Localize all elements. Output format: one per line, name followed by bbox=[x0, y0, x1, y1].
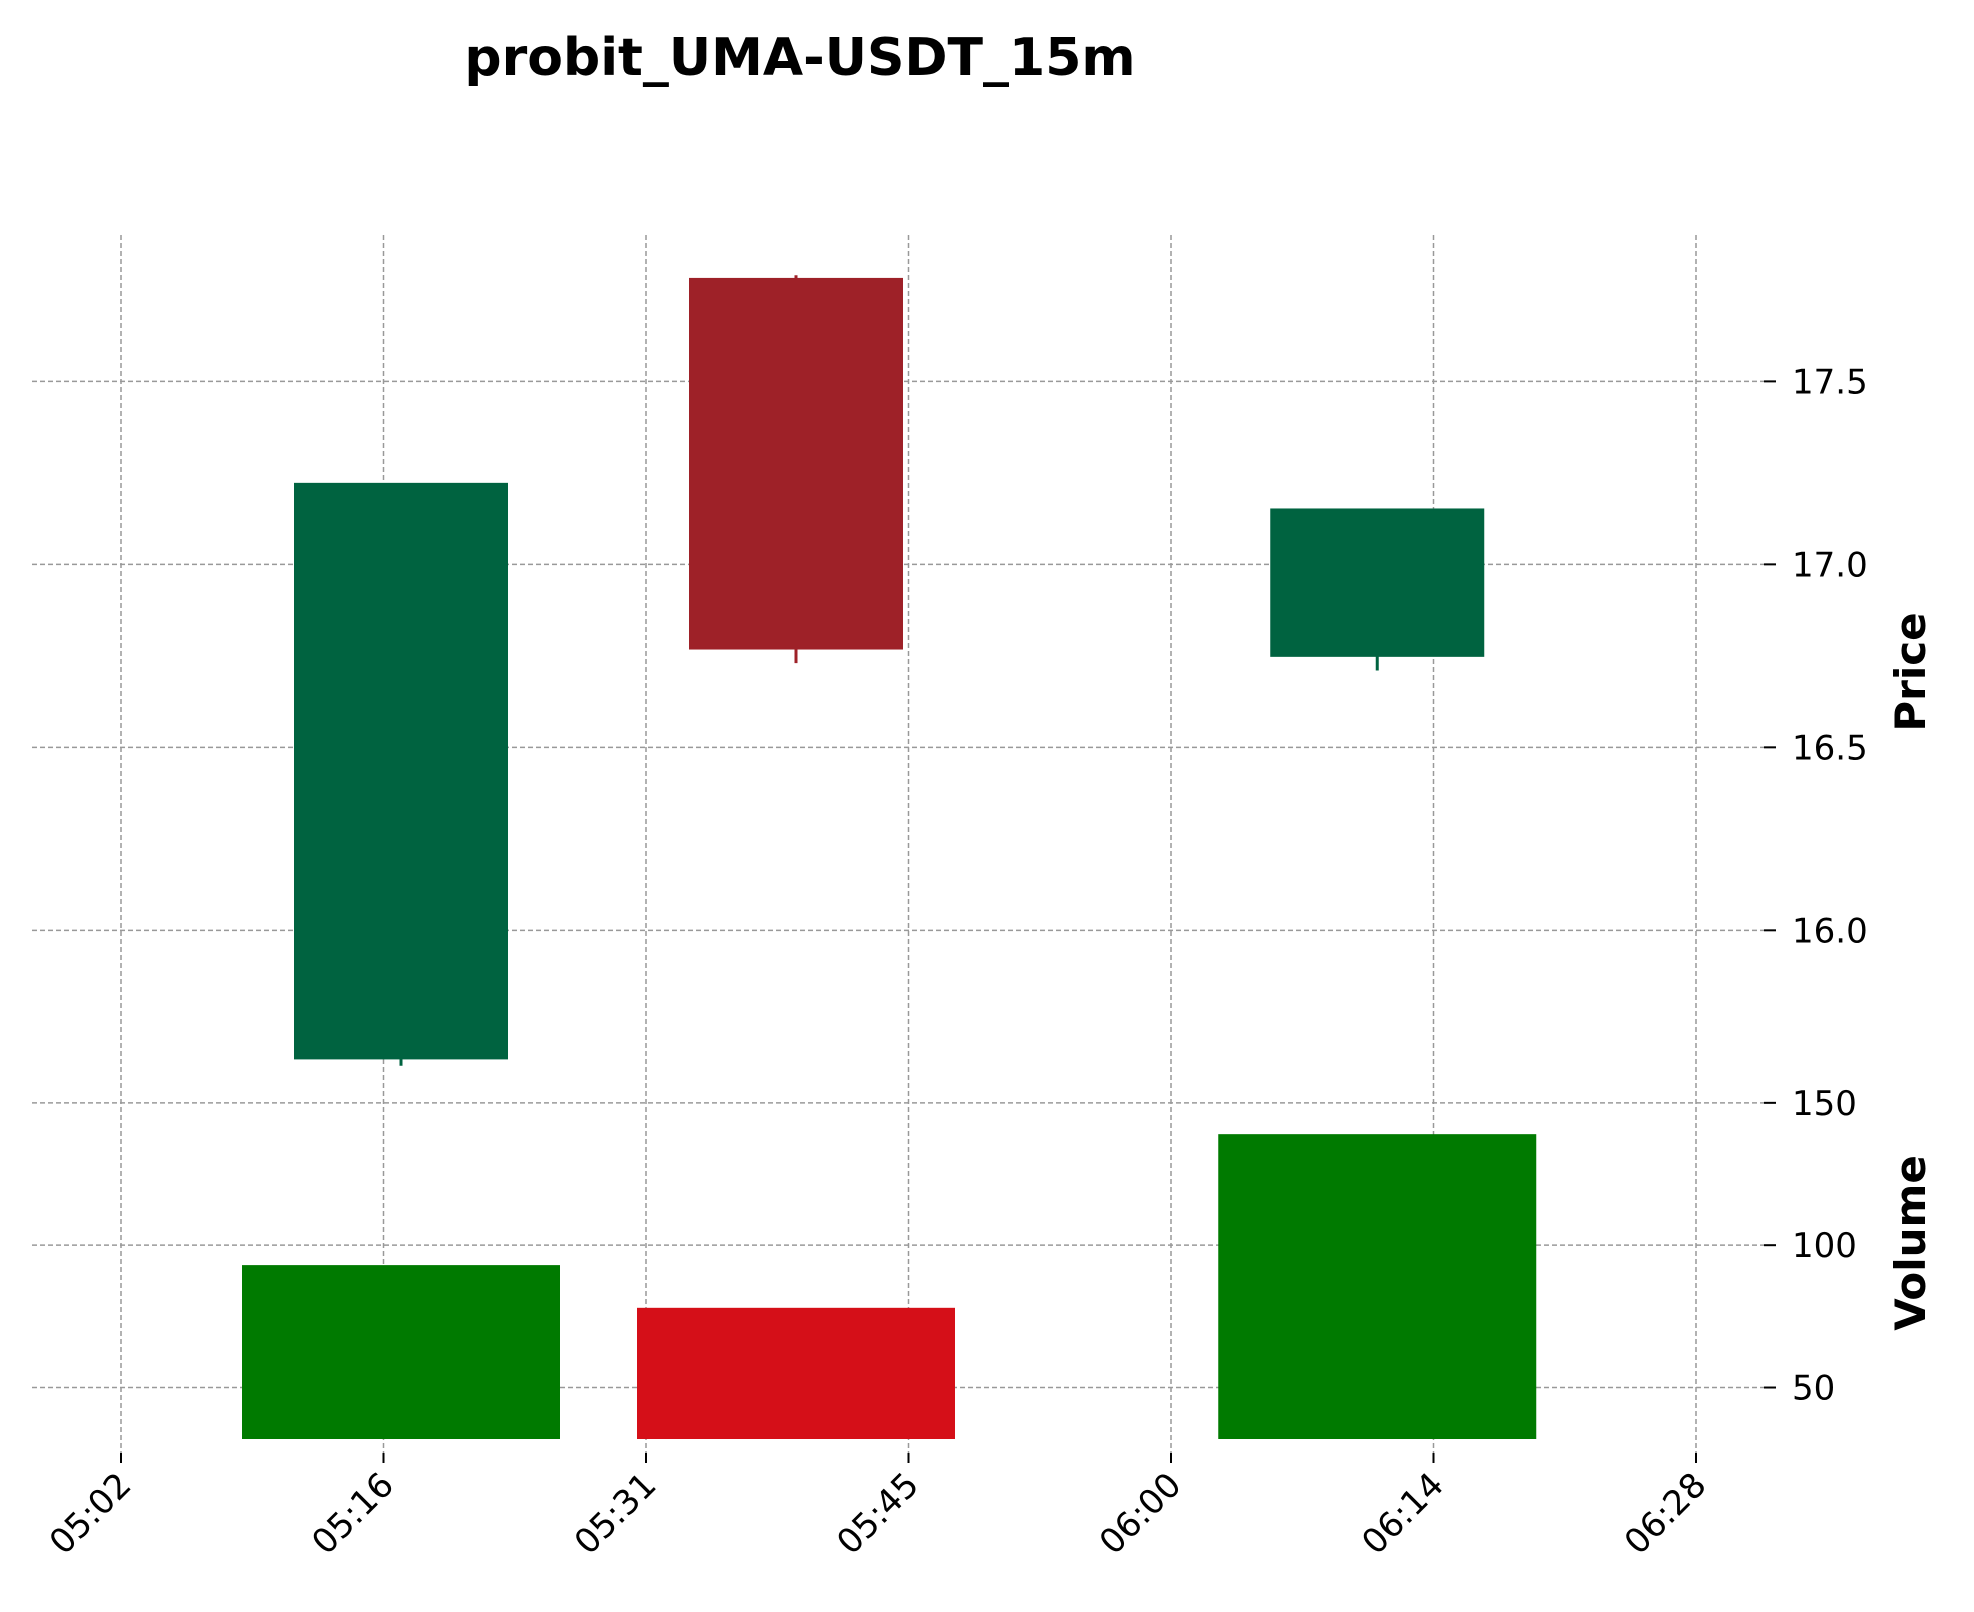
volume-bar bbox=[1218, 1134, 1537, 1439]
volume-tick-label: 150 bbox=[1792, 1084, 1857, 1124]
candles bbox=[294, 275, 1485, 1066]
price-axis-label: Price bbox=[1886, 612, 1935, 731]
price-tick-label: 17.5 bbox=[1792, 362, 1868, 402]
volume-axis: 50 100 150 bbox=[1764, 1084, 1857, 1409]
candle-body bbox=[689, 277, 903, 650]
volume-bars bbox=[242, 1134, 1537, 1439]
candle-body bbox=[1270, 508, 1485, 657]
candle-body bbox=[294, 482, 508, 1060]
volume-bar bbox=[242, 1265, 560, 1439]
volume-tick-label: 100 bbox=[1792, 1226, 1857, 1266]
chart-title: probit_UMA-USDT_15m bbox=[464, 28, 1135, 88]
volume-tick-label: 50 bbox=[1792, 1369, 1835, 1409]
price-tick-label: 16.0 bbox=[1792, 911, 1868, 951]
price-tick-label: 17.0 bbox=[1792, 545, 1868, 585]
price-tick-label: 16.5 bbox=[1792, 728, 1868, 768]
price-axis: 16.0 16.5 17.0 17.5 bbox=[1764, 362, 1868, 951]
volume-bar bbox=[637, 1307, 955, 1439]
volume-axis-label: Volume bbox=[1886, 1155, 1935, 1331]
